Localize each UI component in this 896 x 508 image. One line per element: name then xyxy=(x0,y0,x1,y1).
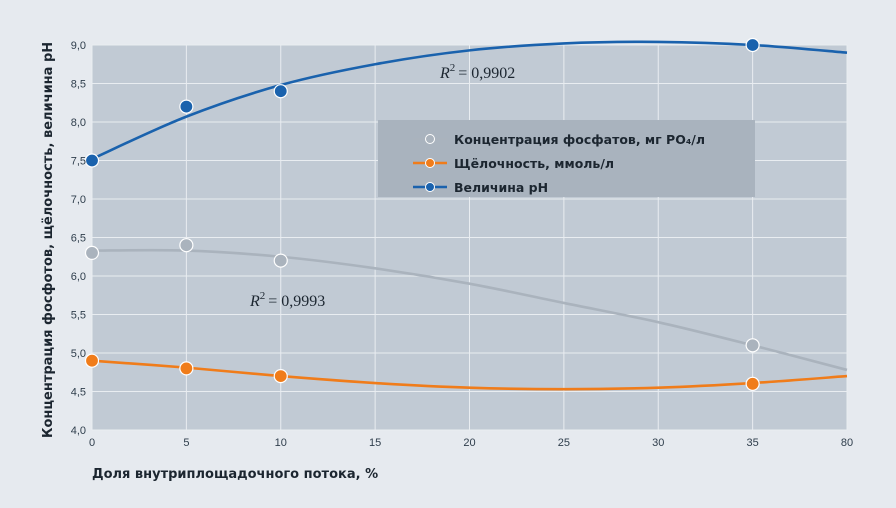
r2-annotation-ph: R2 = 0,9902 xyxy=(439,62,515,82)
y-tick-label: 6,5 xyxy=(71,233,86,245)
y-axis-ticks: 4,0 4,5 5,0 5,5 6,0 6,5 7,0 7,5 8,0 8,5 9,0 xyxy=(71,40,86,437)
trend-lines xyxy=(91,40,848,391)
x-axis-ticks: 0 5 10 15 20 25 30 35 80 xyxy=(89,437,853,449)
x-tick-label: 5 xyxy=(183,437,189,449)
y-tick-label: 9,0 xyxy=(71,40,86,52)
alkalinity-legend-label: Щёлочность, ммоль/л xyxy=(454,156,614,171)
r2-annotation-phosphate: R2 = 0,9993 xyxy=(249,290,325,310)
phosphate-legend-marker xyxy=(425,134,435,144)
alkalinity-data-point xyxy=(273,369,288,384)
data-points xyxy=(84,37,760,391)
phosphate-data-point xyxy=(84,245,100,260)
y-tick-label: 7,5 xyxy=(71,156,86,168)
ph-data-point xyxy=(179,99,194,114)
alkalinity-data-point xyxy=(179,361,194,376)
alkalinity-data-point xyxy=(745,376,760,391)
phosphate-trend-line xyxy=(91,248,848,372)
x-tick-label: 35 xyxy=(747,437,759,449)
phosphate-data-point xyxy=(273,253,288,268)
x-tick-label: 80 xyxy=(841,437,853,449)
y-tick-label: 8,5 xyxy=(71,79,86,91)
ph-data-point xyxy=(745,37,760,53)
phosphate-data-point xyxy=(179,238,194,253)
y-tick-label: 4,0 xyxy=(71,425,86,437)
legend-box xyxy=(378,120,755,197)
x-tick-label: 30 xyxy=(652,437,664,449)
x-tick-label: 0 xyxy=(89,437,95,449)
y-tick-label: 4,5 xyxy=(71,387,86,399)
y-tick-label: 5,0 xyxy=(71,348,86,360)
x-tick-label: 15 xyxy=(369,437,381,449)
ph-legend-label: Величина рН xyxy=(454,180,548,195)
ph-trend-line xyxy=(91,40,848,161)
alkalinity-trend-line xyxy=(91,359,848,391)
y-tick-label: 7,0 xyxy=(71,194,86,206)
phosphate-legend-label: Концентрация фосфатов, мг PO₄/л xyxy=(454,132,705,147)
y-axis-title: Концентрация фосфотов, щёлочность, велич… xyxy=(41,42,56,438)
x-tick-label: 10 xyxy=(275,437,287,449)
x-axis-title: Доля внутриплощадочного потока, % xyxy=(92,467,378,482)
ph-legend-marker xyxy=(425,182,435,192)
ph-data-point xyxy=(273,84,288,99)
y-tick-label: 8,0 xyxy=(71,117,86,129)
grid xyxy=(91,44,848,431)
y-tick-label: 5,5 xyxy=(71,310,86,322)
phosphate-data-point xyxy=(745,338,760,353)
ph-data-point xyxy=(84,153,100,168)
y-tick-label: 6,0 xyxy=(71,271,86,283)
alkalinity-data-point xyxy=(84,353,100,368)
alkalinity-legend-marker xyxy=(425,158,435,168)
x-tick-label: 20 xyxy=(463,437,475,449)
legend: Концентрация фосфатов, мг PO₄/л Щёлочност… xyxy=(413,132,705,195)
x-tick-label: 25 xyxy=(558,437,570,449)
